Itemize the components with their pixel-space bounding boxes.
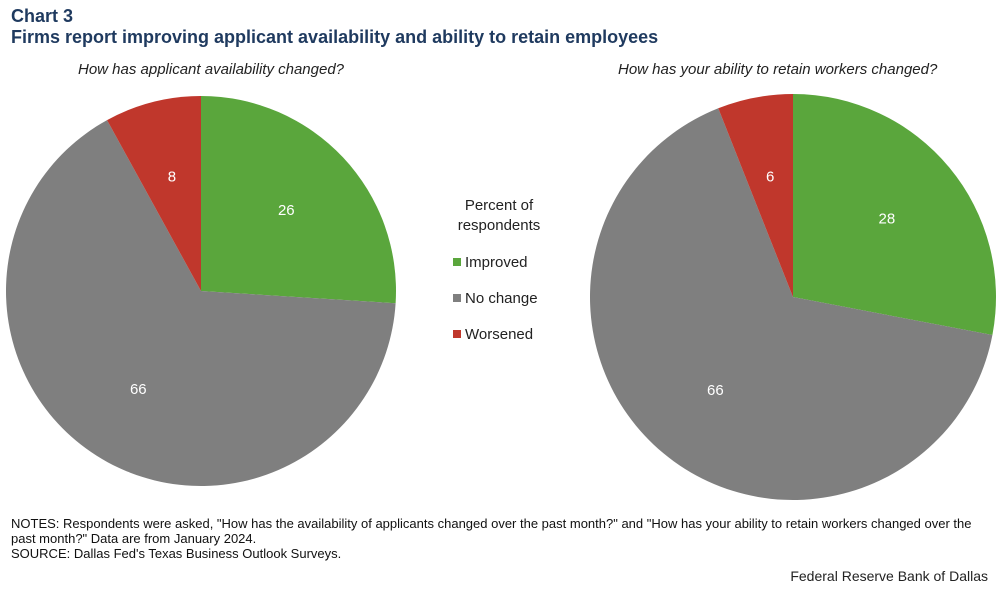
pie1-label-no-change: 66	[130, 381, 147, 398]
legend-item-improved: Improved	[440, 244, 558, 280]
legend-label-worsened: Worsened	[465, 325, 534, 343]
pie-title-retention: How has your ability to retain workers c…	[618, 61, 938, 78]
legend-title-line1: Percent of	[464, 197, 534, 214]
chart-number: Chart 3	[11, 6, 74, 26]
legend-swatch-worsened	[453, 330, 461, 338]
legend-title: Percent of respondents	[440, 196, 558, 236]
pie2-label-no-change: 66	[707, 382, 724, 399]
chart-title: Firms report improving applicant availab…	[11, 27, 659, 47]
legend-swatch-no-change	[453, 294, 461, 302]
credit-line: Federal Reserve Bank of Dallas	[790, 568, 988, 584]
pie2-label-improved: 28	[879, 210, 896, 227]
legend-label-no-change: No change	[465, 289, 538, 307]
pie2-slice-worsened	[718, 94, 793, 297]
pie2-slice-improved	[793, 94, 996, 336]
pie1-label-improved: 26	[278, 202, 295, 219]
pie2-label-worsened: 6	[766, 168, 774, 185]
pie1-slice-improved	[201, 96, 396, 304]
notes: NOTES: Respondents were asked, "How has …	[11, 516, 986, 561]
source-text: SOURCE: Dallas Fed's Texas Business Outl…	[11, 546, 342, 561]
pie-applicant-availability: 26 66 8	[5, 96, 396, 486]
pie1-slice-no-change	[5, 120, 396, 486]
legend-item-no-change: No change	[440, 280, 558, 316]
pie2-slice-no-change	[589, 108, 993, 500]
notes-text: NOTES: Respondents were asked, "How has …	[11, 516, 972, 546]
legend-label-improved: Improved	[465, 253, 528, 271]
legend: Percent of respondents Improved No chang…	[440, 196, 558, 352]
legend-swatch-improved	[453, 258, 461, 266]
legend-title-line2: respondents	[457, 217, 541, 234]
pie1-label-worsened: 8	[168, 169, 176, 186]
legend-item-worsened: Worsened	[440, 316, 558, 352]
pie-title-applicants: How has applicant availability changed?	[78, 61, 345, 78]
pie1-slice-worsened	[107, 96, 201, 291]
